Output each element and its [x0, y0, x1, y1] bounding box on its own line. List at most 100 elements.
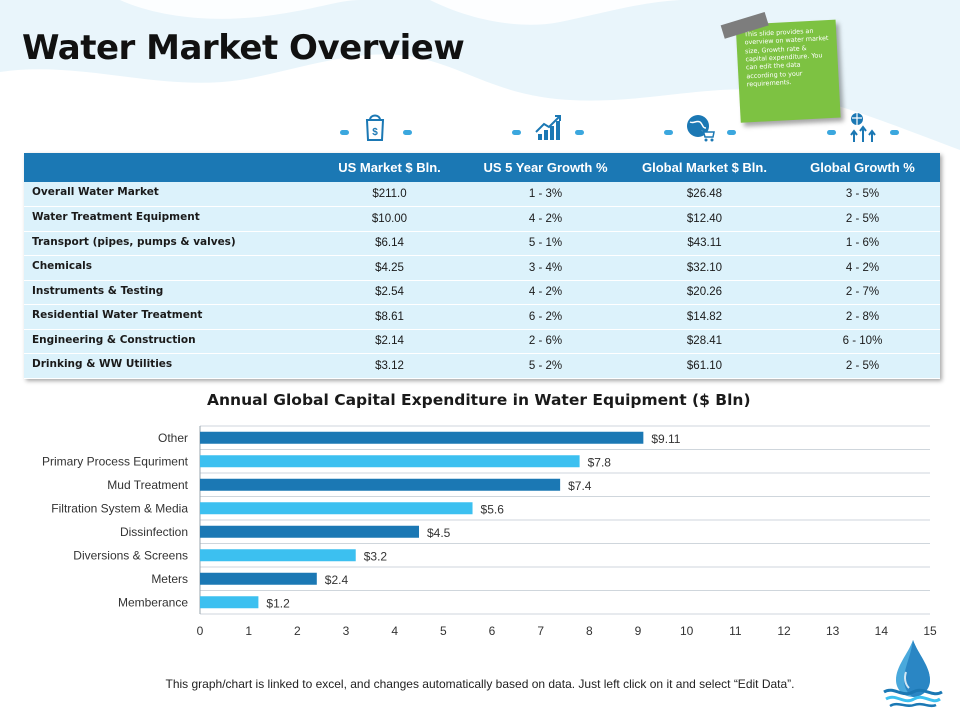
svg-text:$: $	[372, 127, 378, 138]
row-label: Instruments & Testing	[24, 280, 312, 305]
chart-title: Annual Global Capital Expenditure in Wat…	[207, 391, 751, 409]
category-label: Dissinfection	[120, 525, 188, 539]
table-cell: 1 - 3%	[467, 182, 624, 207]
table-cell: $211.0	[312, 182, 467, 207]
category-label: Primary Process Equriment	[42, 454, 189, 468]
dash-decoration	[727, 130, 736, 135]
table-cell: $32.10	[624, 255, 785, 281]
background-wave	[0, 0, 960, 150]
bar	[200, 572, 317, 585]
data-label: $1.2	[266, 596, 290, 610]
x-tick-label: 9	[635, 624, 642, 638]
x-tick-label: 1	[245, 624, 252, 638]
row-label: Chemicals	[24, 255, 312, 281]
table-header-row: US Market $ Bln. US 5 Year Growth % Glob…	[24, 153, 940, 182]
x-tick-label: 12	[777, 624, 791, 638]
table-cell: $4.25	[312, 255, 467, 281]
footer-note: This graph/chart is linked to excel, and…	[165, 677, 795, 691]
table-cell: $26.48	[624, 182, 785, 207]
x-tick-label: 2	[294, 624, 301, 638]
x-tick-label: 3	[343, 624, 350, 638]
capex-bar-chart: Other $9.11 Primary Process Equriment $7.8 M…	[42, 425, 937, 638]
table-cell: $28.41	[624, 329, 785, 354]
table-cell: 4 - 2%	[467, 206, 624, 232]
bar	[200, 478, 561, 491]
table-cell: $2.14	[312, 329, 467, 354]
table-cell: $10.00	[312, 206, 467, 232]
x-tick-label: 10	[680, 624, 694, 638]
column-header: Global Growth %	[785, 153, 940, 182]
table-cell: 2 - 6%	[467, 329, 624, 354]
data-label: $9.11	[651, 432, 680, 446]
bar	[200, 431, 644, 444]
dash-decoration	[890, 130, 899, 135]
table-cell: $61.10	[624, 353, 785, 379]
x-tick-label: 4	[391, 624, 398, 638]
data-label: $2.4	[325, 573, 349, 587]
dash-decoration	[512, 130, 521, 135]
table-cell: $8.61	[312, 304, 467, 330]
dash-decoration	[403, 130, 412, 135]
table-cell: $14.82	[624, 304, 785, 330]
data-label: $7.8	[588, 455, 612, 469]
x-tick-label: 7	[537, 624, 544, 638]
table-row: Overall Water Market $211.0 1 - 3% $26.4…	[24, 182, 940, 207]
sticky-note-text: This slide provides an overview on water…	[743, 26, 829, 89]
table-cell: 3 - 5%	[785, 182, 940, 207]
data-label: $5.6	[481, 502, 505, 516]
table-cell: $20.26	[624, 280, 785, 305]
category-label: Memberance	[118, 595, 188, 609]
row-label: Overall Water Market	[24, 182, 312, 207]
table-row: Residential Water Treatment $8.61 6 - 2%…	[24, 304, 940, 330]
table-row: Transport (pipes, pumps & valves) $6.14 …	[24, 231, 940, 256]
data-label: $3.2	[364, 549, 388, 563]
globe-arrows-icon	[850, 113, 876, 142]
column-header	[24, 153, 312, 182]
x-tick-label: 8	[586, 624, 593, 638]
row-label: Residential Water Treatment	[24, 304, 312, 330]
dash-decoration	[664, 130, 673, 135]
category-label: Diversions & Screens	[73, 548, 188, 562]
x-tick-label: 11	[729, 624, 742, 638]
bar	[200, 596, 259, 609]
table-cell: $3.12	[312, 353, 467, 379]
table-cell: $2.54	[312, 280, 467, 305]
table-cell: $12.40	[624, 206, 785, 232]
sticky-note: This slide provides an overview on water…	[720, 11, 846, 123]
growth-chart-icon	[535, 115, 561, 140]
x-tick-label: 13	[826, 624, 840, 638]
table-row: Engineering & Construction $2.14 2 - 6% …	[24, 329, 940, 354]
table-row: Instruments & Testing $2.54 4 - 2% $20.2…	[24, 280, 940, 305]
column-header: US Market $ Bln.	[312, 153, 467, 182]
dash-decoration	[340, 130, 349, 135]
data-label: $7.4	[568, 479, 592, 493]
bar	[200, 549, 356, 562]
category-label: Other	[158, 431, 188, 445]
x-tick-label: 5	[440, 624, 447, 638]
water-market-table: US Market $ Bln. US 5 Year Growth % Glob…	[24, 153, 940, 379]
x-tick-label: 14	[875, 624, 889, 638]
table-cell: $43.11	[624, 231, 785, 256]
water-drop-logo	[883, 640, 943, 708]
table-row: Drinking & WW Utilities $3.12 5 - 2% $61…	[24, 353, 940, 379]
table-cell: 4 - 2%	[785, 255, 940, 281]
growth-chart-icon-group	[512, 112, 584, 146]
column-header: Global Market $ Bln.	[624, 153, 785, 182]
bar	[200, 455, 580, 468]
sticky-note-paper: This slide provides an overview on water…	[735, 19, 841, 123]
x-tick-label: 15	[923, 624, 937, 638]
row-label: Water Treatment Equipment	[24, 206, 312, 232]
table-cell: $6.14	[312, 231, 467, 256]
page-title: Water Market Overview	[22, 28, 465, 68]
dash-decoration	[575, 130, 584, 135]
globe-cart-icon	[687, 115, 715, 142]
bar	[200, 502, 473, 515]
row-label: Engineering & Construction	[24, 329, 312, 354]
column-header: US 5 Year Growth %	[467, 153, 624, 182]
bar	[200, 525, 419, 538]
table-cell: 5 - 1%	[467, 231, 624, 256]
table-cell: 6 - 2%	[467, 304, 624, 330]
dollar-bag-icon: $	[365, 114, 385, 141]
x-tick-label: 6	[489, 624, 496, 638]
table-cell: 2 - 5%	[785, 353, 940, 379]
